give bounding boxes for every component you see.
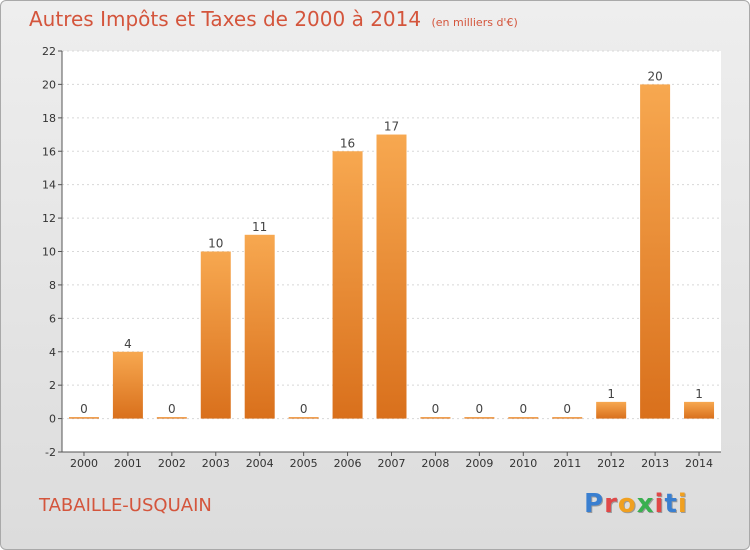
bar [376, 134, 407, 419]
x-tick-label: 2013 [641, 457, 669, 470]
y-tick-label: 12 [42, 212, 56, 225]
bar [684, 401, 715, 419]
bar [640, 84, 671, 419]
bar [552, 417, 583, 419]
x-tick-label: 2002 [158, 457, 186, 470]
x-tick-label: 2011 [553, 457, 581, 470]
x-tick-label: 2012 [597, 457, 625, 470]
logo-letter: r [604, 489, 618, 519]
data-label: 10 [208, 237, 223, 251]
data-label: 1 [607, 387, 615, 401]
x-tick-label: 2014 [685, 457, 713, 470]
bar [332, 151, 363, 419]
bar [288, 417, 319, 419]
data-label: 0 [563, 402, 571, 416]
bar [596, 401, 627, 419]
x-tick-label: 2008 [421, 457, 449, 470]
x-tick-label: 2007 [378, 457, 406, 470]
data-label: 0 [300, 402, 308, 416]
bar [420, 417, 451, 419]
y-tick-label: 16 [42, 145, 56, 158]
logo-letter: t [664, 489, 678, 519]
x-tick-label: 2006 [334, 457, 362, 470]
x-tick-label: 2010 [509, 457, 537, 470]
logo-letter: i [677, 489, 688, 519]
data-label: 20 [647, 69, 662, 83]
y-tick-label: 18 [42, 112, 56, 125]
data-label: 1 [695, 387, 703, 401]
chart-subtitle: (en milliers d'€) [431, 16, 518, 29]
y-tick-label: 6 [49, 312, 56, 325]
y-tick-label: 4 [49, 346, 56, 359]
logo-letter: i [654, 489, 665, 519]
data-label: 0 [476, 402, 484, 416]
bar [156, 417, 187, 419]
x-tick-label: 2005 [290, 457, 318, 470]
data-label: 11 [252, 220, 267, 234]
y-tick-label: 22 [42, 45, 56, 58]
logo-letter: P [584, 489, 605, 519]
data-label: 17 [384, 120, 399, 134]
y-tick-label: -2 [45, 446, 56, 459]
x-tick-label: 2001 [114, 457, 142, 470]
bar [464, 417, 495, 419]
data-label: 0 [168, 402, 176, 416]
x-tick-label: 2003 [202, 457, 230, 470]
data-label: 0 [80, 402, 88, 416]
x-tick-label: 2000 [70, 457, 98, 470]
bar [68, 417, 99, 419]
logo-letter: x [636, 489, 655, 519]
title-text: Autres Impôts et Taxes de 2000 à 2014 [29, 7, 422, 31]
data-label: 0 [432, 402, 440, 416]
y-tick-label: 20 [42, 78, 56, 91]
data-label: 16 [340, 136, 355, 150]
data-label: 0 [519, 402, 527, 416]
chart-title: Autres Impôts et Taxes de 2000 à 2014 (e… [29, 7, 518, 31]
y-tick-label: 14 [42, 179, 56, 192]
bar [508, 417, 539, 419]
data-label: 4 [124, 337, 132, 351]
y-tick-label: 2 [49, 379, 56, 392]
proxiti-logo: Proxiti [584, 489, 688, 519]
y-tick-label: 8 [49, 279, 56, 292]
x-tick-label: 2004 [246, 457, 274, 470]
commune-name: TABAILLE-USQUAIN [39, 495, 212, 516]
bar [200, 251, 231, 419]
x-tick-label: 2009 [465, 457, 493, 470]
logo-letter: o [617, 489, 637, 519]
y-tick-label: 10 [42, 246, 56, 259]
bar [112, 351, 143, 419]
y-tick-label: 0 [49, 413, 56, 426]
bar [244, 234, 275, 419]
